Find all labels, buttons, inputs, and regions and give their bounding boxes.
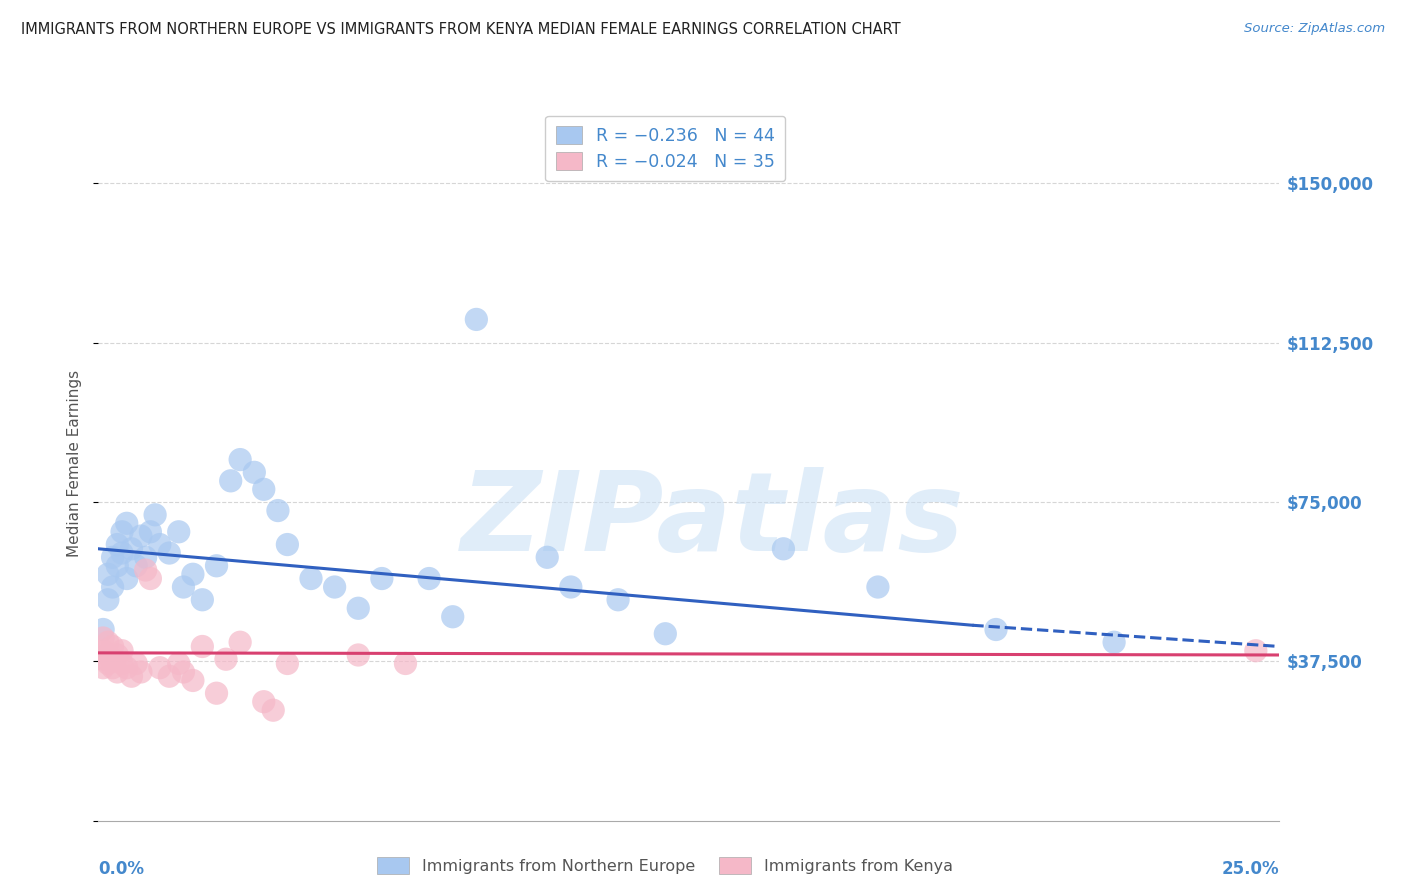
Point bbox=[111, 546, 134, 560]
Point bbox=[97, 592, 120, 607]
Point bbox=[536, 550, 558, 565]
Point bbox=[149, 661, 172, 675]
Point bbox=[276, 657, 298, 671]
Point bbox=[181, 567, 204, 582]
Point bbox=[191, 592, 214, 607]
Point bbox=[139, 572, 162, 586]
Point bbox=[101, 550, 124, 565]
Point bbox=[371, 572, 394, 586]
Point bbox=[418, 572, 440, 586]
Point bbox=[111, 524, 134, 539]
Point bbox=[205, 558, 228, 573]
Point bbox=[654, 626, 676, 640]
Point bbox=[143, 508, 166, 522]
Text: Source: ZipAtlas.com: Source: ZipAtlas.com bbox=[1244, 22, 1385, 36]
Point bbox=[125, 657, 148, 671]
Point bbox=[101, 661, 124, 675]
Point bbox=[125, 558, 148, 573]
Point bbox=[1244, 644, 1267, 658]
Point bbox=[97, 657, 120, 671]
Point bbox=[105, 537, 128, 551]
Point bbox=[243, 466, 266, 480]
Point bbox=[101, 652, 124, 666]
Point bbox=[215, 652, 238, 666]
Point bbox=[219, 474, 242, 488]
Point bbox=[253, 483, 276, 497]
Point bbox=[111, 657, 134, 671]
Point bbox=[157, 546, 180, 560]
Point bbox=[135, 563, 157, 577]
Point bbox=[121, 669, 143, 683]
Point bbox=[191, 640, 214, 654]
Point bbox=[101, 580, 124, 594]
Point bbox=[105, 648, 128, 662]
Point bbox=[129, 529, 152, 543]
Point bbox=[97, 635, 120, 649]
Point bbox=[167, 524, 190, 539]
Point bbox=[97, 648, 120, 662]
Point bbox=[323, 580, 346, 594]
Point bbox=[157, 669, 180, 683]
Text: 25.0%: 25.0% bbox=[1222, 860, 1279, 878]
Point bbox=[607, 592, 630, 607]
Point bbox=[135, 550, 157, 565]
Point bbox=[441, 609, 464, 624]
Text: 0.0%: 0.0% bbox=[98, 860, 145, 878]
Point bbox=[91, 623, 114, 637]
Text: IMMIGRANTS FROM NORTHERN EUROPE VS IMMIGRANTS FROM KENYA MEDIAN FEMALE EARNINGS : IMMIGRANTS FROM NORTHERN EUROPE VS IMMIG… bbox=[21, 22, 901, 37]
Point bbox=[394, 657, 416, 671]
Point bbox=[465, 312, 488, 326]
Point bbox=[253, 695, 276, 709]
Point bbox=[115, 516, 138, 531]
Point bbox=[91, 631, 114, 645]
Point bbox=[91, 644, 114, 658]
Point bbox=[181, 673, 204, 688]
Point bbox=[205, 686, 228, 700]
Point bbox=[984, 623, 1007, 637]
Point bbox=[229, 452, 252, 467]
Point bbox=[97, 567, 120, 582]
Point bbox=[866, 580, 889, 594]
Legend: Immigrants from Northern Europe, Immigrants from Kenya: Immigrants from Northern Europe, Immigra… bbox=[371, 851, 959, 880]
Point bbox=[121, 541, 143, 556]
Point bbox=[115, 661, 138, 675]
Point bbox=[299, 572, 322, 586]
Point bbox=[149, 537, 172, 551]
Point bbox=[347, 648, 370, 662]
Text: ZIPatlas: ZIPatlas bbox=[461, 467, 965, 574]
Point bbox=[91, 661, 114, 675]
Point bbox=[172, 665, 194, 679]
Point bbox=[229, 635, 252, 649]
Point bbox=[105, 558, 128, 573]
Point bbox=[111, 644, 134, 658]
Point bbox=[1102, 635, 1125, 649]
Point bbox=[276, 537, 298, 551]
Point bbox=[91, 652, 114, 666]
Point bbox=[115, 572, 138, 586]
Point bbox=[267, 503, 290, 517]
Point bbox=[101, 640, 124, 654]
Point bbox=[772, 541, 794, 556]
Point bbox=[262, 703, 284, 717]
Point bbox=[560, 580, 582, 594]
Y-axis label: Median Female Earnings: Median Female Earnings bbox=[67, 370, 83, 558]
Point bbox=[172, 580, 194, 594]
Point bbox=[129, 665, 152, 679]
Point bbox=[347, 601, 370, 615]
Point bbox=[105, 665, 128, 679]
Point bbox=[167, 657, 190, 671]
Point bbox=[139, 524, 162, 539]
